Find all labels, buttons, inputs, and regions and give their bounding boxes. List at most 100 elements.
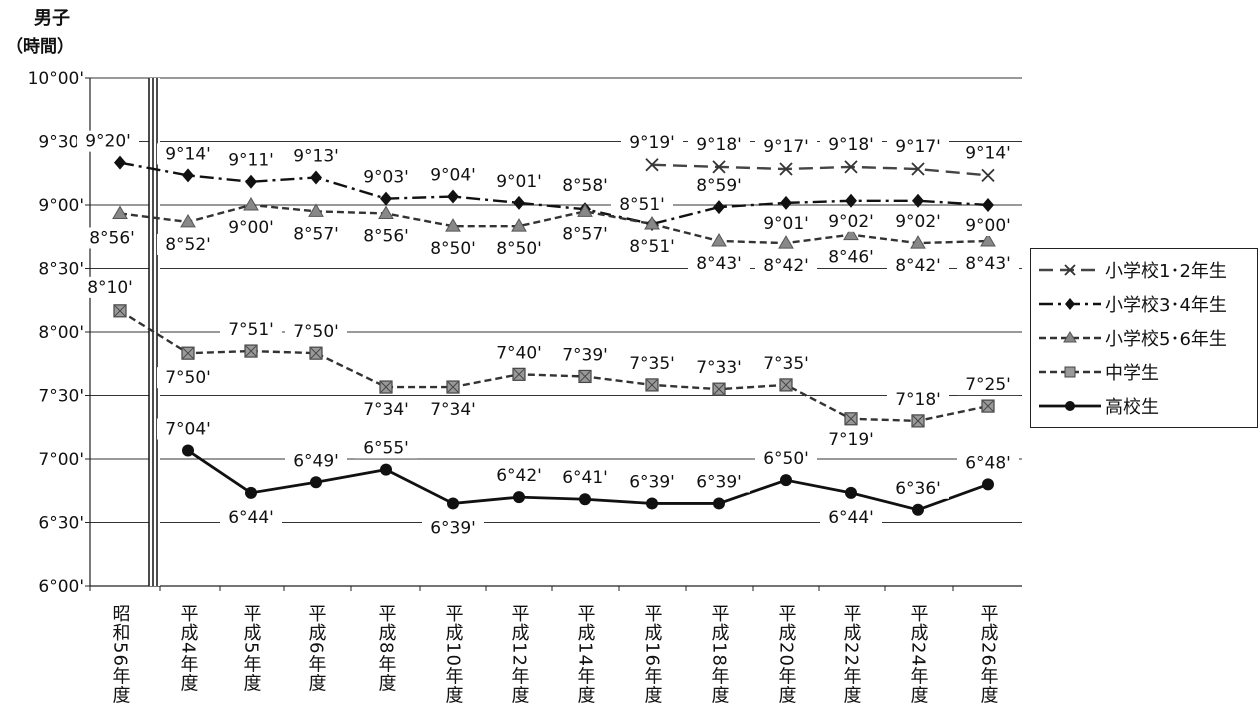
data-label: 9°04' xyxy=(430,166,476,186)
marker-square-cross xyxy=(845,413,857,425)
marker-square-cross xyxy=(912,415,924,427)
gridlines xyxy=(90,77,1022,523)
y-tick-label: 6°00' xyxy=(38,577,84,597)
data-label: 9°01' xyxy=(763,214,809,234)
marker-diamond xyxy=(182,168,194,183)
data-label-bg xyxy=(157,143,219,165)
marker-triangle xyxy=(180,213,196,228)
data-label-bg xyxy=(285,145,347,167)
data-label: 6°39' xyxy=(430,518,476,538)
x-tick-label: 平成4年度 xyxy=(178,604,199,692)
data-label: 8°10' xyxy=(87,278,133,298)
marker-circle xyxy=(447,497,459,510)
marker-triangle xyxy=(511,218,527,232)
data-label-bg xyxy=(820,210,882,232)
data-label-bg xyxy=(422,238,484,260)
data-label: 7°50' xyxy=(293,322,339,342)
data-label-bg xyxy=(688,175,750,197)
marker-diamond xyxy=(780,195,792,210)
x-tick-label: 平成20年度 xyxy=(776,604,797,705)
data-label: 9°17' xyxy=(763,137,809,157)
marker-diamond xyxy=(380,191,392,206)
marker-triangle xyxy=(243,197,259,211)
data-label-bg xyxy=(220,217,282,238)
legend-swatch xyxy=(1039,298,1101,310)
data-label-bg xyxy=(688,252,750,274)
data-label-bg xyxy=(887,477,949,499)
data-label: 8°42' xyxy=(895,256,941,276)
data-label-bg xyxy=(887,136,949,158)
data-label-bg xyxy=(755,352,817,374)
data-label: 9°13' xyxy=(293,146,339,166)
data-label-bg xyxy=(688,357,750,379)
data-label: 6°39' xyxy=(696,472,742,492)
data-label-bg xyxy=(755,255,817,277)
data-label-bg xyxy=(488,170,550,192)
data-label: 6°48' xyxy=(965,453,1011,473)
data-label: 6°39' xyxy=(629,472,675,492)
data-label-bg xyxy=(621,471,683,493)
data-label-bg xyxy=(820,428,882,450)
legend: 小学校1･2年生 小学校3･4年生 小学校5･6年生 中学生 高校生 xyxy=(1030,248,1258,428)
marker-square-cross xyxy=(182,347,194,359)
x-tick-label: 平成14年度 xyxy=(575,604,596,705)
marker-square-cross xyxy=(310,347,322,359)
marker-square-cross xyxy=(780,379,792,391)
data-label-bg xyxy=(422,399,484,421)
marker-triangle xyxy=(843,226,859,241)
data-label: 8°50' xyxy=(496,239,542,259)
y-tick-label: 6°30' xyxy=(38,514,84,534)
marker-square-cross xyxy=(713,383,725,395)
data-label-bg xyxy=(488,465,550,487)
data-label: 7°35' xyxy=(629,354,675,374)
data-label: 8°43' xyxy=(696,254,742,274)
marker-circle xyxy=(380,463,392,476)
data-label: 7°39' xyxy=(562,345,608,365)
data-label: 9°01' xyxy=(496,172,542,192)
data-label-bg xyxy=(422,164,484,186)
legend-label: 高校生 xyxy=(1105,397,1159,418)
data-label-bg xyxy=(157,367,219,389)
data-label: 8°42' xyxy=(763,256,809,276)
data-label-bg xyxy=(957,215,1019,236)
y-tick-label: 8°00' xyxy=(38,323,84,343)
data-label: 9°11' xyxy=(228,151,274,171)
data-label: 6°44' xyxy=(228,508,274,528)
data-label-bg xyxy=(957,452,1019,474)
data-label: 9°00' xyxy=(965,216,1011,236)
legend-item: 高校生 xyxy=(1031,389,1257,423)
marker-diamond xyxy=(713,200,725,215)
marker-triangle xyxy=(445,218,461,232)
legend-label: 小学校5･6年生 xyxy=(1105,329,1227,350)
data-label: 7°34' xyxy=(430,400,476,420)
data-label: 7°34' xyxy=(363,400,409,420)
data-label-bg xyxy=(554,223,616,245)
data-label: 9°00' xyxy=(228,218,274,238)
marker-x xyxy=(712,160,726,174)
marker-square-cross xyxy=(513,368,525,380)
data-label: 7°18' xyxy=(895,390,941,410)
data-label: 7°35' xyxy=(763,354,809,374)
legend-swatch xyxy=(1039,366,1101,378)
marker-square-cross xyxy=(380,381,392,393)
data-label-bg xyxy=(554,467,616,489)
data-label: 8°59' xyxy=(696,176,742,196)
data-label-bg xyxy=(554,344,616,366)
series-line-1 xyxy=(119,161,989,226)
data-label-bg xyxy=(621,352,683,374)
data-label: 9°03' xyxy=(363,168,409,188)
data-labels: 9°19' 9°18' 9°17' 9°18' 9°17' 9°14' 9°20' 9°14'… xyxy=(77,130,1019,539)
x-tick-label: 平成5年度 xyxy=(241,604,262,692)
data-label-bg xyxy=(285,450,347,472)
y-axis-label: （時間） xyxy=(6,36,74,57)
data-label-bg xyxy=(488,342,550,364)
marker-triangle xyxy=(644,216,660,230)
data-label-bg xyxy=(887,255,949,277)
data-label: 8°56' xyxy=(363,226,409,246)
data-label: 7°50' xyxy=(165,368,211,388)
data-label-bg xyxy=(887,388,949,410)
x-tick-label: 平成22年度 xyxy=(841,604,862,705)
data-label-bg xyxy=(220,149,282,171)
data-label: 9°02' xyxy=(895,212,941,232)
